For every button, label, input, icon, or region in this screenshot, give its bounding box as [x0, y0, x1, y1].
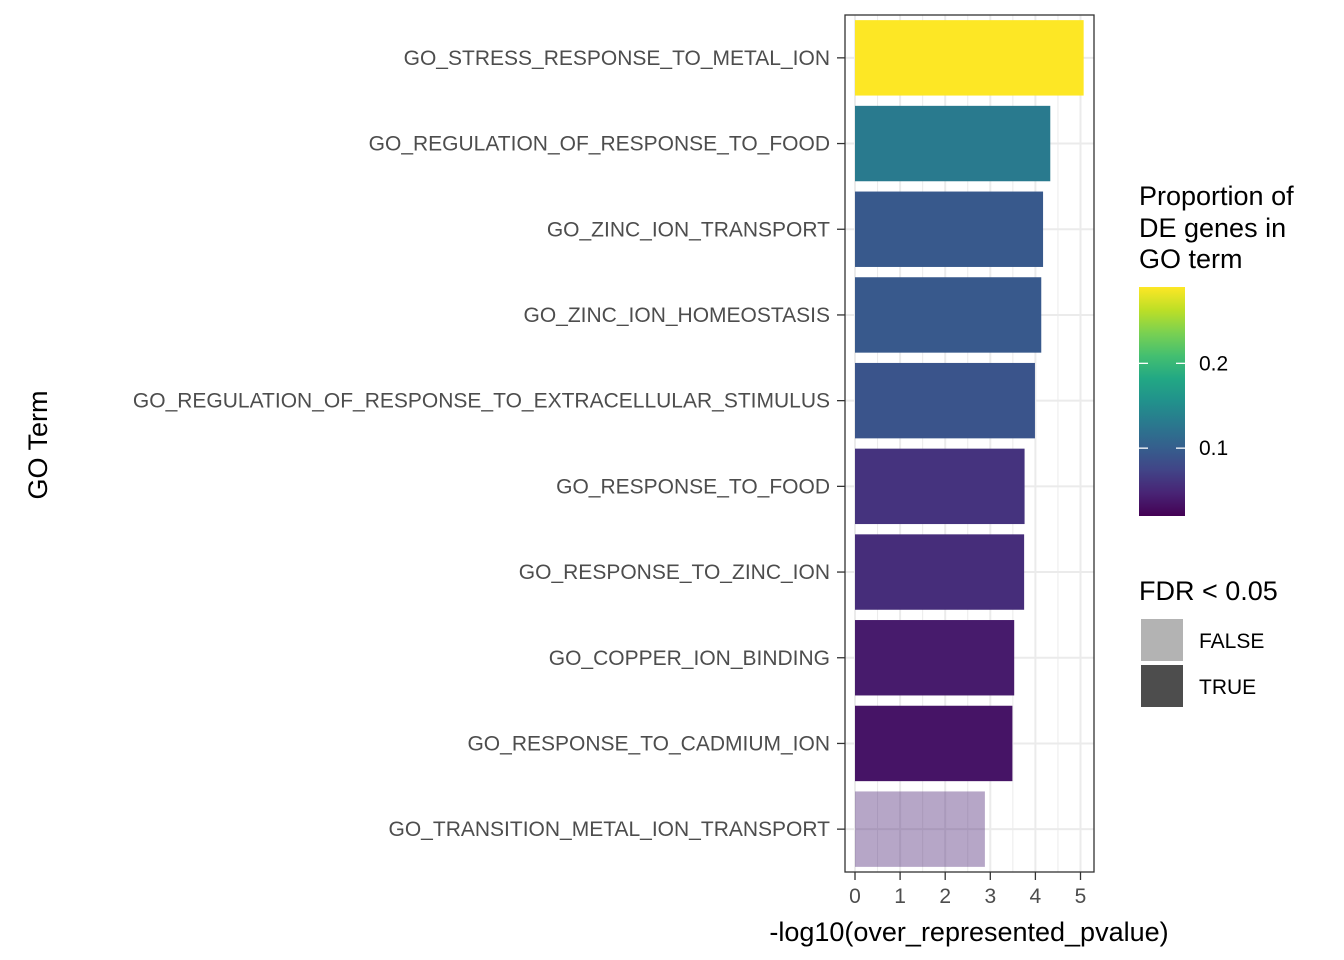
y-tick-label: GO_RESPONSE_TO_ZINC_ION: [519, 561, 830, 584]
y-tick-label: GO_ZINC_ION_HOMEOSTASIS: [524, 304, 831, 327]
colorbar-tick-label: 0.2: [1199, 352, 1228, 375]
bar: [855, 191, 1044, 267]
bar: [855, 791, 985, 867]
y-tick-label: GO_TRANSITION_METAL_ION_TRANSPORT: [389, 818, 831, 841]
x-axis: 0 1 2 3 4 5: [849, 872, 1086, 908]
color-legend: Proportion of DE genes in GO term 0.1 0.2: [1139, 181, 1294, 516]
x-tick-label: 5: [1075, 885, 1087, 908]
bars: [855, 20, 1084, 867]
y-axis: GO_STRESS_RESPONSE_TO_METAL_ION GO_REGULA…: [133, 47, 845, 841]
x-tick-label: 4: [1030, 885, 1042, 908]
y-tick-label: GO_REGULATION_OF_RESPONSE_TO_FOOD: [369, 133, 830, 156]
bar: [855, 105, 1051, 182]
colorbar: [1139, 287, 1185, 516]
y-tick-label: GO_ZINC_ION_TRANSPORT: [547, 218, 830, 241]
color-legend-title-line-1: Proportion of: [1139, 181, 1294, 211]
y-tick-label: GO_STRESS_RESPONSE_TO_METAL_ION: [404, 47, 830, 70]
colorbar-ticks: 0.1 0.2: [1139, 352, 1228, 460]
fdr-legend-label-true: TRUE: [1199, 676, 1256, 699]
bar: [855, 448, 1025, 525]
bar: [855, 362, 1035, 439]
bar: [855, 705, 1013, 782]
fdr-legend-label-false: FALSE: [1199, 630, 1264, 653]
fdr-legend-key-false: [1141, 619, 1183, 661]
bar: [855, 534, 1025, 610]
bar: [855, 20, 1084, 96]
color-legend-title-line-2: DE genes in: [1139, 213, 1286, 243]
fdr-legend: FDR < 0.05 FALSE TRUE: [1139, 576, 1278, 707]
y-tick-label: GO_RESPONSE_TO_CADMIUM_ION: [467, 732, 830, 755]
x-tick-label: 1: [894, 885, 906, 908]
x-tick-label: 2: [939, 885, 951, 908]
y-axis-title: GO Term: [23, 390, 53, 499]
bar: [855, 277, 1042, 353]
color-legend-title-line-3: GO term: [1139, 244, 1243, 274]
y-tick-label: GO_COPPER_ION_BINDING: [549, 647, 830, 670]
fdr-legend-title: FDR < 0.05: [1139, 576, 1278, 606]
x-axis-title: -log10(over_represented_pvalue): [769, 917, 1168, 947]
colorbar-tick-label: 0.1: [1199, 437, 1228, 460]
panel-border: [844, 14, 1095, 873]
x-tick-label: 0: [849, 885, 861, 908]
y-tick-label: GO_RESPONSE_TO_FOOD: [556, 475, 830, 498]
x-tick-label: 3: [984, 885, 996, 908]
fdr-legend-key-true: [1141, 665, 1183, 707]
y-tick-label: GO_REGULATION_OF_RESPONSE_TO_EXTRACELLUL…: [133, 390, 830, 413]
bar: [855, 620, 1015, 696]
